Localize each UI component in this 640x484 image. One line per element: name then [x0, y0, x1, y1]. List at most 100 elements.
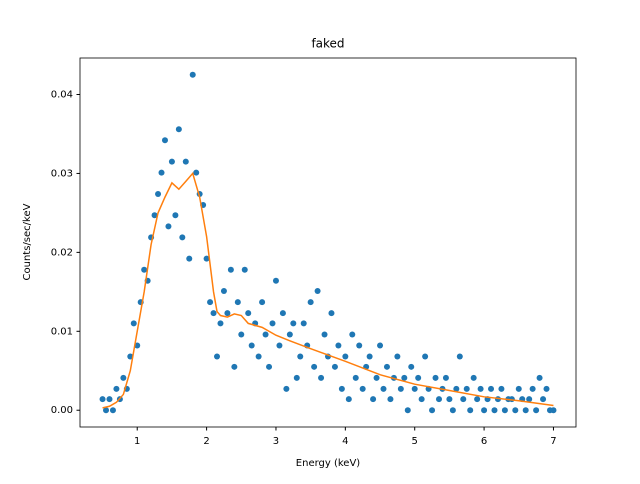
data-point [429, 407, 436, 414]
data-point [418, 396, 425, 403]
data-point [477, 385, 484, 392]
data-point [314, 288, 321, 295]
y-tick-label: 0.02 [51, 247, 73, 258]
data-point [231, 363, 238, 370]
data-point [297, 353, 304, 360]
data-point [415, 374, 422, 381]
data-point [432, 374, 439, 381]
plot-frame [79, 57, 577, 428]
data-point [286, 331, 293, 338]
data-point [99, 396, 106, 403]
data-point [259, 299, 266, 306]
x-tick-label: 6 [481, 436, 487, 447]
data-point [269, 320, 276, 327]
data-point [342, 353, 349, 360]
data-point [359, 385, 366, 392]
data-point [227, 266, 234, 273]
data-point [512, 407, 519, 414]
data-point [456, 353, 463, 360]
data-point [422, 353, 429, 360]
data-point [498, 385, 505, 392]
data-point [109, 407, 116, 414]
data-point [189, 71, 196, 78]
data-point [130, 320, 137, 327]
data-point [224, 310, 231, 317]
data-point [543, 385, 550, 392]
data-point [168, 158, 175, 165]
x-tick-label: 4 [342, 436, 348, 447]
data-point [220, 288, 227, 295]
data-point [335, 342, 342, 349]
data-point [311, 363, 318, 370]
data-point [113, 385, 120, 392]
data-point [238, 331, 245, 338]
data-point [449, 407, 456, 414]
data-point [467, 407, 474, 414]
data-point [186, 255, 193, 262]
data-point [373, 374, 380, 381]
x-tick-label: 5 [412, 436, 418, 447]
data-point [179, 234, 186, 241]
data-point [248, 342, 255, 349]
data-point [411, 385, 418, 392]
data-point [529, 385, 536, 392]
y-tick-label: 0.00 [51, 405, 73, 416]
data-point [158, 169, 165, 176]
data-point [331, 363, 338, 370]
data-point [435, 396, 442, 403]
data-point [193, 169, 200, 176]
y-axis-label: Counts/sec/keV [22, 203, 33, 280]
data-point [120, 374, 127, 381]
data-point [203, 255, 210, 262]
data-point [272, 277, 279, 284]
x-axis-label: Energy (keV) [296, 458, 361, 469]
data-point [442, 374, 449, 381]
data-point [356, 342, 363, 349]
data-point [377, 342, 384, 349]
data-point [165, 223, 172, 230]
data-point [318, 374, 325, 381]
data-point [366, 353, 373, 360]
data-point [151, 212, 158, 219]
data-point [300, 320, 307, 327]
x-tick-label: 3 [273, 436, 279, 447]
data-point [488, 385, 495, 392]
model-line [102, 171, 554, 409]
data-point [175, 126, 182, 133]
data-point [141, 266, 148, 273]
data-point [370, 396, 377, 403]
x-tick-label: 1 [134, 436, 140, 447]
data-point [262, 331, 269, 338]
data-point [241, 266, 248, 273]
data-point [401, 374, 408, 381]
y-tick-label: 0.04 [51, 90, 73, 101]
data-point [207, 299, 214, 306]
data-point [352, 374, 359, 381]
data-point [307, 299, 314, 306]
data-point [404, 407, 411, 414]
data-point [103, 407, 110, 414]
data-point [460, 396, 467, 403]
data-point [279, 310, 286, 317]
x-tick-label: 7 [550, 436, 556, 447]
data-point [540, 396, 547, 403]
data-point [161, 137, 168, 144]
data-point [522, 407, 529, 414]
data-point [515, 385, 522, 392]
data-point [210, 310, 217, 317]
data-point [397, 385, 404, 392]
y-tick-label: 0.01 [51, 326, 73, 337]
data-point [276, 342, 283, 349]
data-point [245, 310, 252, 317]
data-point [533, 407, 540, 414]
data-point [182, 158, 189, 165]
data-point [491, 407, 498, 414]
data-point [266, 363, 273, 370]
data-point [387, 396, 394, 403]
data-point [321, 331, 328, 338]
data-point [481, 407, 488, 414]
data-point [536, 374, 543, 381]
data-point [550, 407, 557, 414]
data-point [217, 320, 224, 327]
